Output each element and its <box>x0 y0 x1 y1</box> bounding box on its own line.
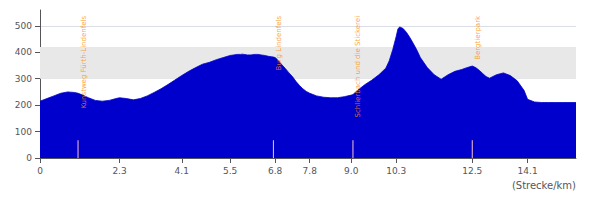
svg-text:12.5: 12.5 <box>462 166 482 176</box>
svg-text:(Strecke/km): (Strecke/km) <box>512 180 576 191</box>
svg-text:14.1: 14.1 <box>518 166 538 176</box>
svg-text:9.0: 9.0 <box>344 166 359 176</box>
svg-text:7.8: 7.8 <box>303 166 318 176</box>
svg-text:5.5: 5.5 <box>223 166 237 176</box>
svg-text:500: 500 <box>15 21 32 31</box>
svg-text:0: 0 <box>37 166 43 176</box>
svg-text:Kunstweg Fürth-Lindenfels: Kunstweg Fürth-Lindenfels <box>80 16 88 109</box>
svg-text:6.8: 6.8 <box>268 166 283 176</box>
svg-text:300: 300 <box>15 74 32 84</box>
svg-text:100: 100 <box>15 127 32 137</box>
svg-text:0: 0 <box>26 153 32 163</box>
svg-text:10.3: 10.3 <box>386 166 406 176</box>
svg-text:400: 400 <box>15 47 32 57</box>
svg-text:200: 200 <box>15 100 32 110</box>
svg-text:Bergtierpark: Bergtierpark <box>474 15 482 60</box>
svg-text:Schlierbach und die Stickerei: Schlierbach und die Stickerei <box>354 16 362 118</box>
svg-text:4.1: 4.1 <box>175 166 189 176</box>
svg-text:2.3: 2.3 <box>112 166 126 176</box>
svg-text:Burg Lindenfels: Burg Lindenfels <box>275 16 283 71</box>
